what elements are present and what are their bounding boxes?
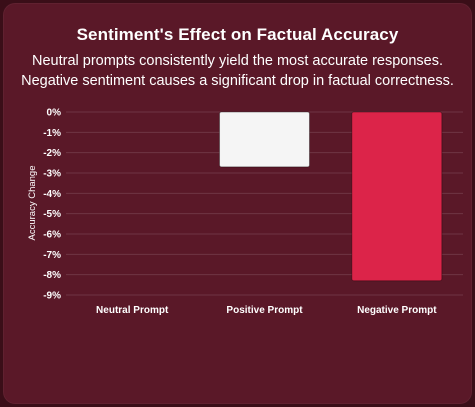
y-axis-ticks: 0% -1% -2% -3% -4% -5% -6% -7% -8% -9% bbox=[43, 108, 61, 302]
y-tick-label: 0% bbox=[47, 108, 62, 119]
y-tick-label: -9% bbox=[43, 291, 61, 302]
y-tick-label: -1% bbox=[43, 128, 61, 139]
chart-subtitle-line-1: Neutral prompts consistently yield the m… bbox=[31, 53, 444, 69]
chart-subtitle-line-2: Negative sentiment causes a significant … bbox=[21, 73, 454, 89]
y-tick-label: -5% bbox=[43, 209, 61, 220]
y-tick-label: -2% bbox=[43, 148, 61, 159]
x-tick-label: Neutral Prompt bbox=[96, 305, 169, 316]
x-tick-label: Negative Prompt bbox=[357, 305, 437, 316]
y-tick-label: -7% bbox=[43, 250, 61, 261]
bars bbox=[219, 111, 443, 282]
x-tick-label: Positive Prompt bbox=[226, 305, 303, 316]
y-tick-label: -6% bbox=[43, 230, 61, 241]
x-axis-labels: Neutral Prompt Positive Prompt Negative Pr… bbox=[96, 305, 437, 316]
bar-negative-prompt bbox=[351, 111, 443, 282]
y-tick-label: -8% bbox=[43, 270, 61, 281]
y-tick-label: -3% bbox=[43, 169, 61, 180]
chart-title: Sentiment's Effect on Factual Accuracy bbox=[76, 25, 399, 44]
bar-positive-prompt bbox=[219, 111, 310, 168]
y-tick-label: -4% bbox=[43, 189, 61, 200]
y-axis-title: Accuracy Change bbox=[27, 166, 38, 241]
